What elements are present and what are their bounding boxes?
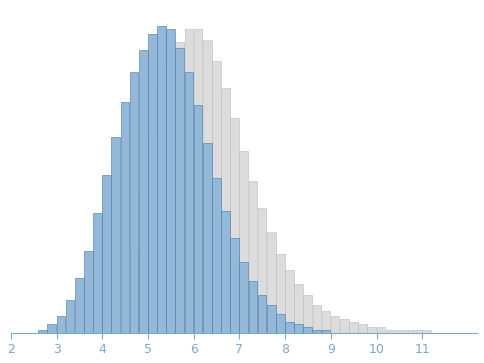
Bar [322,311,331,333]
Bar [395,330,404,333]
Bar [285,322,294,333]
Bar [166,29,175,333]
Bar [367,327,376,333]
Bar [184,29,193,333]
Bar [377,327,385,333]
Bar [166,64,175,333]
Bar [313,330,321,333]
Bar [139,192,148,333]
Bar [303,295,312,333]
Bar [175,42,184,333]
Bar [257,208,266,333]
Bar [57,316,65,333]
Bar [331,316,339,333]
Bar [240,151,248,333]
Bar [111,137,120,333]
Bar [75,278,84,333]
Bar [66,300,75,333]
Bar [102,175,111,333]
Bar [230,118,239,333]
Bar [93,213,102,333]
Bar [194,29,202,333]
Bar [294,284,303,333]
Bar [340,319,348,333]
Bar [184,72,193,333]
Bar [313,306,321,333]
Bar [148,34,157,333]
Bar [267,306,275,333]
Bar [157,26,166,333]
Bar [212,178,221,333]
Bar [47,325,56,333]
Bar [322,330,331,333]
Bar [349,322,358,333]
Bar [294,325,303,333]
Bar [358,325,367,333]
Bar [221,211,230,333]
Bar [230,238,239,333]
Bar [276,254,285,333]
Bar [386,330,394,333]
Bar [157,94,166,333]
Bar [175,48,184,333]
Bar [285,270,294,333]
Bar [84,251,93,333]
Bar [38,330,47,333]
Bar [267,232,275,333]
Bar [240,262,248,333]
Bar [221,88,230,333]
Bar [212,61,221,333]
Bar [276,314,285,333]
Bar [422,330,431,333]
Bar [194,105,202,333]
Bar [303,327,312,333]
Bar [249,181,257,333]
Bar [203,40,212,333]
Bar [257,295,266,333]
Bar [130,251,138,333]
Bar [121,102,129,333]
Bar [404,330,413,333]
Bar [139,50,148,333]
Bar [413,330,422,333]
Bar [203,143,212,333]
Bar [249,281,257,333]
Bar [130,72,138,333]
Bar [148,137,157,333]
